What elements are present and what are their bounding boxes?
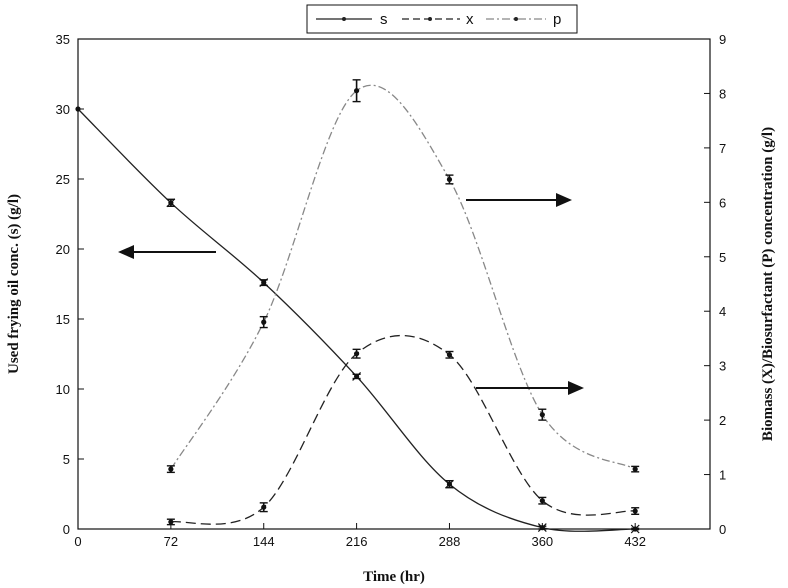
x-tick-label: 72 xyxy=(164,534,178,549)
data-point-p xyxy=(446,176,453,183)
y-right-tick-label: 1 xyxy=(719,468,726,483)
y-left-tick-label: 5 xyxy=(63,452,70,467)
legend-label-s: s xyxy=(380,11,388,28)
point-cross-s xyxy=(259,278,269,288)
x-tick-label: 360 xyxy=(531,534,553,549)
y-left-tick-label: 20 xyxy=(56,242,70,257)
legend-label-p: p xyxy=(553,11,561,28)
y-left-tick-label: 15 xyxy=(56,312,70,327)
y-right-tick-label: 9 xyxy=(719,32,726,47)
y-left-tick-label: 10 xyxy=(56,382,70,397)
point-cross-s xyxy=(537,523,547,533)
data-point-x xyxy=(632,508,638,514)
y-left-tick-label: 30 xyxy=(56,102,70,117)
right-arrow-lower xyxy=(476,381,584,395)
point-cross-s xyxy=(352,371,362,381)
x-axis-title: Time (hr) xyxy=(363,569,425,585)
y-axis-title-right: Biomass (X)/Biosurfactant (P) concentrat… xyxy=(760,127,776,441)
left-arrow xyxy=(118,245,216,259)
data-point-x xyxy=(261,504,267,510)
y-right-tick-label: 8 xyxy=(719,86,726,101)
y-right-tick-label: 2 xyxy=(719,413,726,428)
series-line-s xyxy=(77,108,636,532)
data-point-s xyxy=(75,106,81,112)
data-point-x xyxy=(446,352,453,358)
y-right-tick-label: 7 xyxy=(719,141,726,156)
series-line-p xyxy=(170,84,636,470)
series-line-x xyxy=(170,334,636,525)
point-cross-s xyxy=(445,479,454,489)
data-point-x xyxy=(353,351,360,357)
plot-area xyxy=(77,38,711,530)
y-left-tick-label: 0 xyxy=(63,522,70,537)
x-tick-label: 144 xyxy=(253,534,275,549)
y-right-tick-label: 0 xyxy=(719,522,726,537)
markers xyxy=(75,79,640,534)
data-point-p xyxy=(261,319,267,325)
point-cross-s xyxy=(166,198,176,208)
data-point-p xyxy=(168,466,174,472)
y-right-tick-label: 6 xyxy=(719,195,726,210)
ticks: 0 72 144 216 288 360 432 0 5 10 15 20 25 30 35 0 1 2 3 4 5 6 7… xyxy=(56,32,727,549)
y-right-tick-label: 4 xyxy=(719,304,726,319)
data-point-p xyxy=(632,466,638,472)
y-axis-title-left: Used frying oil conc. (s) (g/l) xyxy=(6,194,22,374)
x-tick-label: 0 xyxy=(74,534,81,549)
x-tick-label: 216 xyxy=(346,534,368,549)
right-arrow-upper xyxy=(466,193,572,207)
data-point-p xyxy=(539,412,545,418)
data-point-p xyxy=(353,88,360,94)
y-left-tick-label: 25 xyxy=(56,172,70,187)
y-right-tick-label: 5 xyxy=(719,250,726,265)
curves xyxy=(77,84,636,532)
y-right-tick-label: 3 xyxy=(719,359,726,374)
x-tick-label: 432 xyxy=(624,534,646,549)
legend: s x p xyxy=(306,4,578,34)
legend-label-x: x xyxy=(466,11,474,28)
x-tick-label: 288 xyxy=(439,534,461,549)
y-left-tick-label: 35 xyxy=(56,32,70,47)
data-point-x xyxy=(168,519,174,525)
point-cross-s xyxy=(630,524,640,534)
data-point-x xyxy=(539,498,545,504)
